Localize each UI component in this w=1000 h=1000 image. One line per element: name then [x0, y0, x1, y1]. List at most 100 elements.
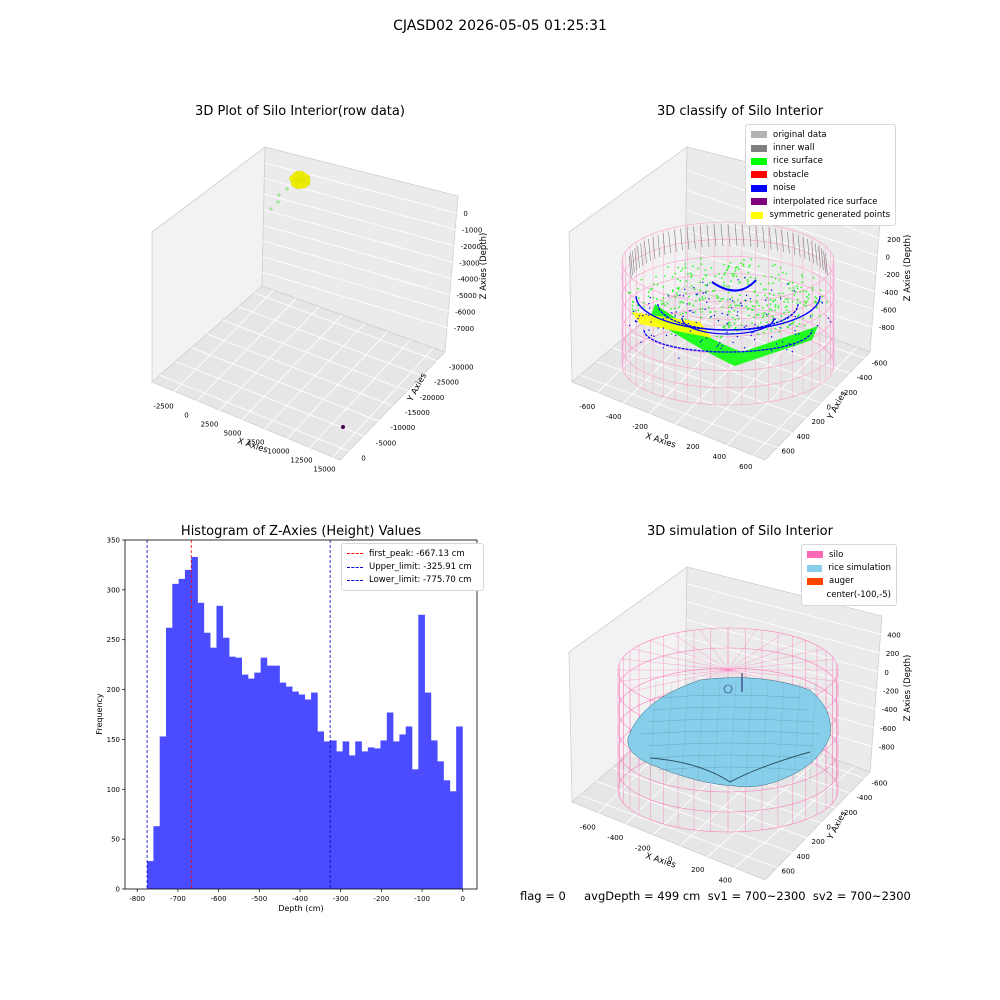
panel2-rice-point — [736, 304, 739, 307]
histogram-legend-label: Lower_limit: -775.70 cm — [369, 575, 472, 586]
panel2-rice-point — [666, 302, 669, 305]
panel2-rice-point — [663, 304, 666, 307]
panel2-noise-point — [779, 298, 782, 300]
panel2-rice-point — [819, 289, 822, 292]
panel2-noise-point — [770, 289, 773, 291]
panel2-rice-point — [814, 296, 817, 299]
panel2-zlabel: Z Axies (Depth) — [903, 235, 913, 302]
panel2-rice-point — [785, 309, 788, 311]
panel2-rice-point — [783, 311, 786, 314]
panel2-noise-point — [710, 315, 712, 318]
panel2-rice-point — [728, 326, 730, 328]
panel2-silo-ring — [621, 256, 835, 337]
panel2-rice-point — [809, 316, 812, 319]
panel2-noise-point — [827, 317, 830, 319]
panel2-noise-point — [736, 314, 739, 317]
panel2-rice-point — [778, 279, 781, 281]
panel2-rice-point — [787, 311, 790, 314]
panel2-rice-point — [770, 275, 773, 278]
panel2-rice-point — [758, 304, 760, 307]
panel4-mesh-line — [809, 681, 817, 783]
panel1-ytick: -15000 — [405, 409, 430, 417]
panel2-wall-stroke — [668, 231, 671, 254]
panel2-rice-point — [685, 311, 688, 314]
panel2-rice-point — [674, 307, 676, 310]
histogram-bar — [317, 731, 325, 889]
panel3-ylabel: Frequency — [95, 693, 104, 735]
histogram-xtick: -200 — [373, 895, 389, 903]
panel2-noise-point — [754, 324, 756, 326]
panel2-rice-point — [749, 276, 752, 279]
panel2-noise-point — [726, 331, 728, 333]
panel2-noise-point — [786, 349, 788, 351]
panel2-rice-point — [720, 298, 723, 300]
panel1-xtick: -2500 — [153, 403, 173, 411]
panel2-legend-label: symmetric generated points — [769, 210, 890, 221]
panel2-rice-point — [710, 267, 713, 269]
figure-title: CJASD02 2026-05-05 01:25:31 — [393, 18, 607, 34]
panel2-rice-point — [797, 314, 800, 316]
panel2-noise-point — [743, 326, 746, 328]
histogram-bar — [336, 751, 343, 889]
panel2-noise-point — [789, 324, 791, 326]
panel2-rice-point — [722, 297, 725, 300]
panel1-ytick: -5000 — [376, 439, 396, 447]
panel2-rice-point — [719, 300, 721, 303]
panel2-xtick: 0 — [664, 433, 668, 441]
histogram-ytick: 50 — [111, 836, 120, 844]
panel2-rice-point — [655, 275, 657, 278]
panel2-rice-point — [778, 330, 781, 333]
panel2-legend-swatch — [751, 211, 764, 219]
panel4-legend-item: rice simulation — [807, 561, 891, 574]
histogram-bar — [222, 637, 230, 889]
panel2-rice-point — [704, 273, 707, 276]
panel4-mesh-line — [645, 718, 815, 723]
panel2-rice-point — [799, 301, 801, 304]
panel2-rice-point — [692, 304, 695, 307]
panel2-rice-point — [757, 313, 760, 316]
panel2-rice-point — [704, 297, 707, 300]
panel2-noise-curve — [643, 329, 813, 353]
panel2-noise-point — [696, 293, 699, 295]
histogram-bar — [399, 734, 407, 889]
panel2-noise-curve — [657, 303, 799, 331]
panel2-rice-point — [705, 275, 708, 277]
panel2-legend-item: symmetric generated points — [751, 208, 890, 221]
panel2-rice-point — [699, 299, 701, 302]
panel2-rice-point — [753, 305, 756, 308]
panel2-noise-point — [688, 310, 691, 312]
panel2-rice-point — [723, 271, 726, 274]
panel2-rice-point — [774, 277, 777, 280]
panel2-ytick: -400 — [857, 374, 873, 382]
panel1-xtick: 7500 — [247, 439, 265, 447]
panel2-noise-point — [675, 334, 677, 337]
panel4-roof-line — [727, 648, 824, 671]
panel2-legend: original data inner wall rice surface obsta… — [745, 124, 896, 226]
panel4-legend-swatch — [807, 591, 821, 598]
panel3-plot: -800 -700 -600 -500 -400 -300 -200 -100 0 0 50 100… — [95, 537, 478, 913]
panel4-legend-item: center(-100,-5) — [807, 588, 891, 601]
panel2-rice-point — [699, 308, 702, 310]
panel2-legend-label: interpolated rice surface — [773, 196, 878, 207]
panel2-rice-point — [781, 292, 784, 295]
panel2-noise-point — [667, 295, 670, 297]
panel2-rice-point — [729, 311, 731, 313]
panel2-rice-point — [714, 274, 717, 277]
panel2-rice-point — [690, 274, 693, 276]
histogram-legend-item: Upper_limit: -325.91 cm — [347, 560, 478, 573]
panel2-rice-point — [762, 312, 765, 315]
histogram-bar — [235, 657, 243, 889]
panel2-rice-point — [672, 289, 674, 292]
histogram-bar — [430, 740, 438, 889]
histogram-bar — [172, 583, 179, 889]
panel2-rice-point — [765, 296, 768, 299]
panel2-rice-point — [688, 303, 691, 306]
panel2-rice-point — [796, 315, 799, 318]
panel4-legend-swatch — [807, 551, 823, 559]
panel2-rice-point — [771, 282, 774, 284]
panel2-noise-point — [705, 301, 708, 304]
panel1-axes-box — [151, 146, 459, 461]
histogram-bar — [248, 678, 255, 889]
panel4-mesh-line — [639, 730, 821, 735]
panel2-rice-point — [728, 321, 731, 324]
